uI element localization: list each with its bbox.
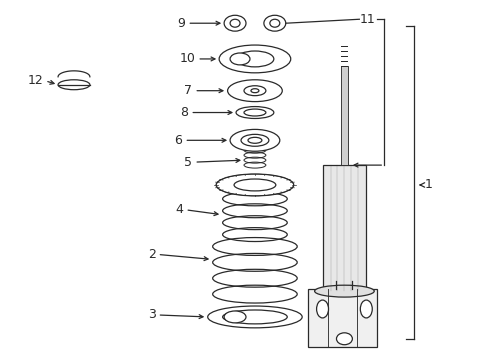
Text: 11: 11 (359, 13, 374, 26)
Ellipse shape (314, 285, 373, 297)
Text: 4: 4 (175, 203, 183, 216)
Ellipse shape (316, 300, 328, 318)
Ellipse shape (222, 310, 286, 324)
Text: 9: 9 (177, 17, 185, 30)
Text: 8: 8 (180, 106, 188, 119)
Ellipse shape (230, 53, 249, 65)
FancyBboxPatch shape (340, 66, 347, 165)
Ellipse shape (264, 15, 285, 31)
Ellipse shape (244, 86, 265, 96)
Ellipse shape (207, 306, 302, 328)
Ellipse shape (224, 311, 245, 323)
Ellipse shape (227, 80, 282, 102)
Ellipse shape (236, 107, 273, 118)
Text: 5: 5 (184, 156, 192, 168)
Ellipse shape (241, 134, 268, 146)
Ellipse shape (336, 333, 352, 345)
Ellipse shape (250, 89, 258, 93)
Text: 6: 6 (174, 134, 182, 147)
FancyBboxPatch shape (322, 165, 366, 291)
Ellipse shape (230, 19, 240, 27)
Ellipse shape (219, 45, 290, 73)
Text: 7: 7 (184, 84, 192, 97)
Text: 1: 1 (424, 179, 432, 192)
Text: 3: 3 (147, 309, 155, 321)
Text: 12: 12 (27, 74, 43, 87)
Ellipse shape (360, 300, 371, 318)
Ellipse shape (230, 129, 279, 151)
Text: 2: 2 (147, 248, 155, 261)
Ellipse shape (236, 51, 273, 67)
FancyBboxPatch shape (307, 289, 376, 347)
Ellipse shape (244, 109, 265, 116)
Ellipse shape (247, 137, 262, 143)
Ellipse shape (269, 19, 279, 27)
Ellipse shape (58, 80, 90, 90)
Ellipse shape (234, 179, 275, 191)
Ellipse shape (224, 15, 245, 31)
Text: 10: 10 (179, 53, 195, 66)
Ellipse shape (216, 174, 293, 196)
